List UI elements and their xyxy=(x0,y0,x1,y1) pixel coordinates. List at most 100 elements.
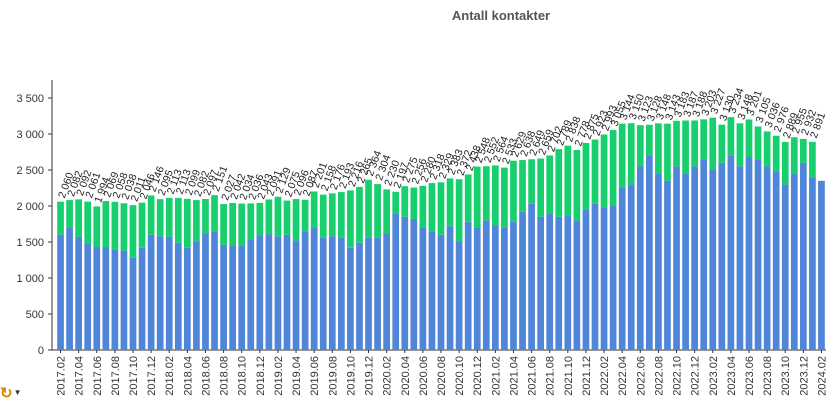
y-tick-label: 0 xyxy=(38,345,44,357)
bar-segment-lower xyxy=(319,237,327,350)
bar-segment-lower xyxy=(800,162,807,350)
x-tick-label: 2017.08 xyxy=(110,356,122,396)
bar-segment-lower xyxy=(437,234,445,350)
bar-segment-upper xyxy=(609,130,617,206)
bar-segment-lower xyxy=(328,236,336,350)
bar-segment-lower xyxy=(700,159,708,350)
chart-options-button[interactable]: ↻ ▼ xyxy=(0,384,26,402)
bar-segment-upper xyxy=(265,199,273,235)
bar-segment-lower xyxy=(446,226,454,350)
bar-segment-upper xyxy=(655,123,662,174)
bar-segment-lower xyxy=(428,231,436,350)
bar-segment-lower xyxy=(247,239,255,350)
bar-segment-upper xyxy=(781,141,789,185)
bar-segment-upper xyxy=(718,124,726,163)
bar-segment-upper xyxy=(401,186,409,217)
bar-segment-upper xyxy=(165,197,173,237)
bar-segment-upper xyxy=(274,196,282,237)
bar-segment-lower xyxy=(618,188,626,350)
bar-segment-lower xyxy=(211,231,218,350)
bar-segment-upper xyxy=(464,174,472,222)
x-ticks: 2017.02 2017.04 2017.06 2017.08 2017.10 2017.… xyxy=(56,350,828,396)
bar-segment-upper xyxy=(709,117,717,170)
x-tick-label: 2022.10 xyxy=(672,356,684,396)
bar-segment-upper xyxy=(156,199,164,237)
bar-segment-lower xyxy=(310,227,318,350)
x-tick-label: 2023.06 xyxy=(744,356,756,396)
bar-segment-lower xyxy=(410,218,418,350)
bar-segment-lower xyxy=(120,250,128,350)
bar-segment-lower xyxy=(501,227,508,350)
bar-segment-lower xyxy=(102,247,110,350)
bar-segment-lower xyxy=(772,171,780,350)
bar-segment-upper xyxy=(682,120,689,174)
x-tick-label: 2018.02 xyxy=(164,356,176,396)
x-tick-label: 2021.12 xyxy=(581,356,593,396)
x-tick-label: 2020.06 xyxy=(418,356,430,396)
x-tick-label: 2017.02 xyxy=(56,356,68,396)
y-tick-label: 2 000 xyxy=(16,201,44,213)
bar-segment-lower xyxy=(763,166,771,350)
bar-segment-lower xyxy=(591,203,599,350)
bar-segment-lower xyxy=(202,233,209,350)
bar-segment-lower xyxy=(781,184,789,350)
bar-segment-upper xyxy=(383,189,390,234)
bar-segment-lower xyxy=(546,213,554,350)
bar-segment-lower xyxy=(383,233,390,350)
bar-segment-lower xyxy=(84,243,92,350)
y-ticks: 0 500 1 000 1 500 2 000 2 500 3 000 3 500 xyxy=(16,93,52,357)
bar-segment-upper xyxy=(627,123,635,185)
bar-segment-lower xyxy=(66,227,73,350)
bar-segment-upper xyxy=(328,193,336,237)
bar-segment-upper xyxy=(473,166,481,228)
chart-title: Antall kontakter xyxy=(451,8,551,23)
bar-segment-lower xyxy=(138,247,146,350)
bar-segment-lower xyxy=(682,173,689,350)
bar-segment-lower xyxy=(673,166,680,350)
bar-segment-lower xyxy=(809,177,816,350)
bar-segment-upper xyxy=(754,126,762,160)
bar-segment-lower xyxy=(664,180,671,350)
bar-segment-upper xyxy=(700,119,708,160)
bar-segment-lower xyxy=(174,242,182,350)
bar-segment-upper xyxy=(446,178,454,227)
x-tick-label: 2019.02 xyxy=(273,356,285,396)
x-tick-label: 2020.02 xyxy=(382,356,394,396)
bar-segment-lower xyxy=(564,215,572,350)
x-tick-label: 2022.08 xyxy=(653,356,665,396)
bar-segment-upper xyxy=(229,202,236,246)
bar-segment-upper xyxy=(283,200,291,235)
x-tick-label: 2021.06 xyxy=(527,356,539,396)
bar-segment-upper xyxy=(528,159,535,204)
bar-segment-lower xyxy=(256,235,264,350)
bar-segment-lower xyxy=(473,227,481,350)
bar-segment-upper xyxy=(664,123,671,181)
x-tick-label: 2022.12 xyxy=(690,356,702,396)
y-tick-label: 500 xyxy=(26,309,44,321)
bar-segment-lower xyxy=(347,247,354,350)
bar-segment-upper xyxy=(555,149,563,217)
x-tick-label: 2023.12 xyxy=(798,356,810,396)
x-tick-label: 2017.04 xyxy=(74,356,86,396)
x-tick-label: 2023.02 xyxy=(708,356,720,396)
x-tick-label: 2019.12 xyxy=(364,356,376,396)
bar-segment-upper xyxy=(374,184,381,238)
bar-segment-lower xyxy=(636,166,644,350)
bar-segment-upper xyxy=(492,165,499,226)
x-tick-label: 2020.12 xyxy=(472,356,484,396)
bar-segment-upper xyxy=(636,125,644,167)
bar-segment-lower xyxy=(609,206,617,350)
x-tick-label: 2020.08 xyxy=(436,356,448,396)
y-tick-label: 3 500 xyxy=(16,93,44,105)
x-tick-label: 2019.10 xyxy=(345,356,357,396)
bar-segment-lower xyxy=(75,236,82,350)
bar-segment-upper xyxy=(310,191,318,228)
bar-segment-lower xyxy=(528,203,535,350)
x-tick-label: 2020.04 xyxy=(400,356,412,396)
bar-segment-lower xyxy=(165,236,173,350)
bar-segment-lower xyxy=(727,155,735,350)
bar-segment-upper xyxy=(75,199,82,237)
bar-segment-lower xyxy=(156,236,164,350)
bar-segment-upper xyxy=(600,134,608,208)
bar-segment-lower xyxy=(709,170,717,350)
